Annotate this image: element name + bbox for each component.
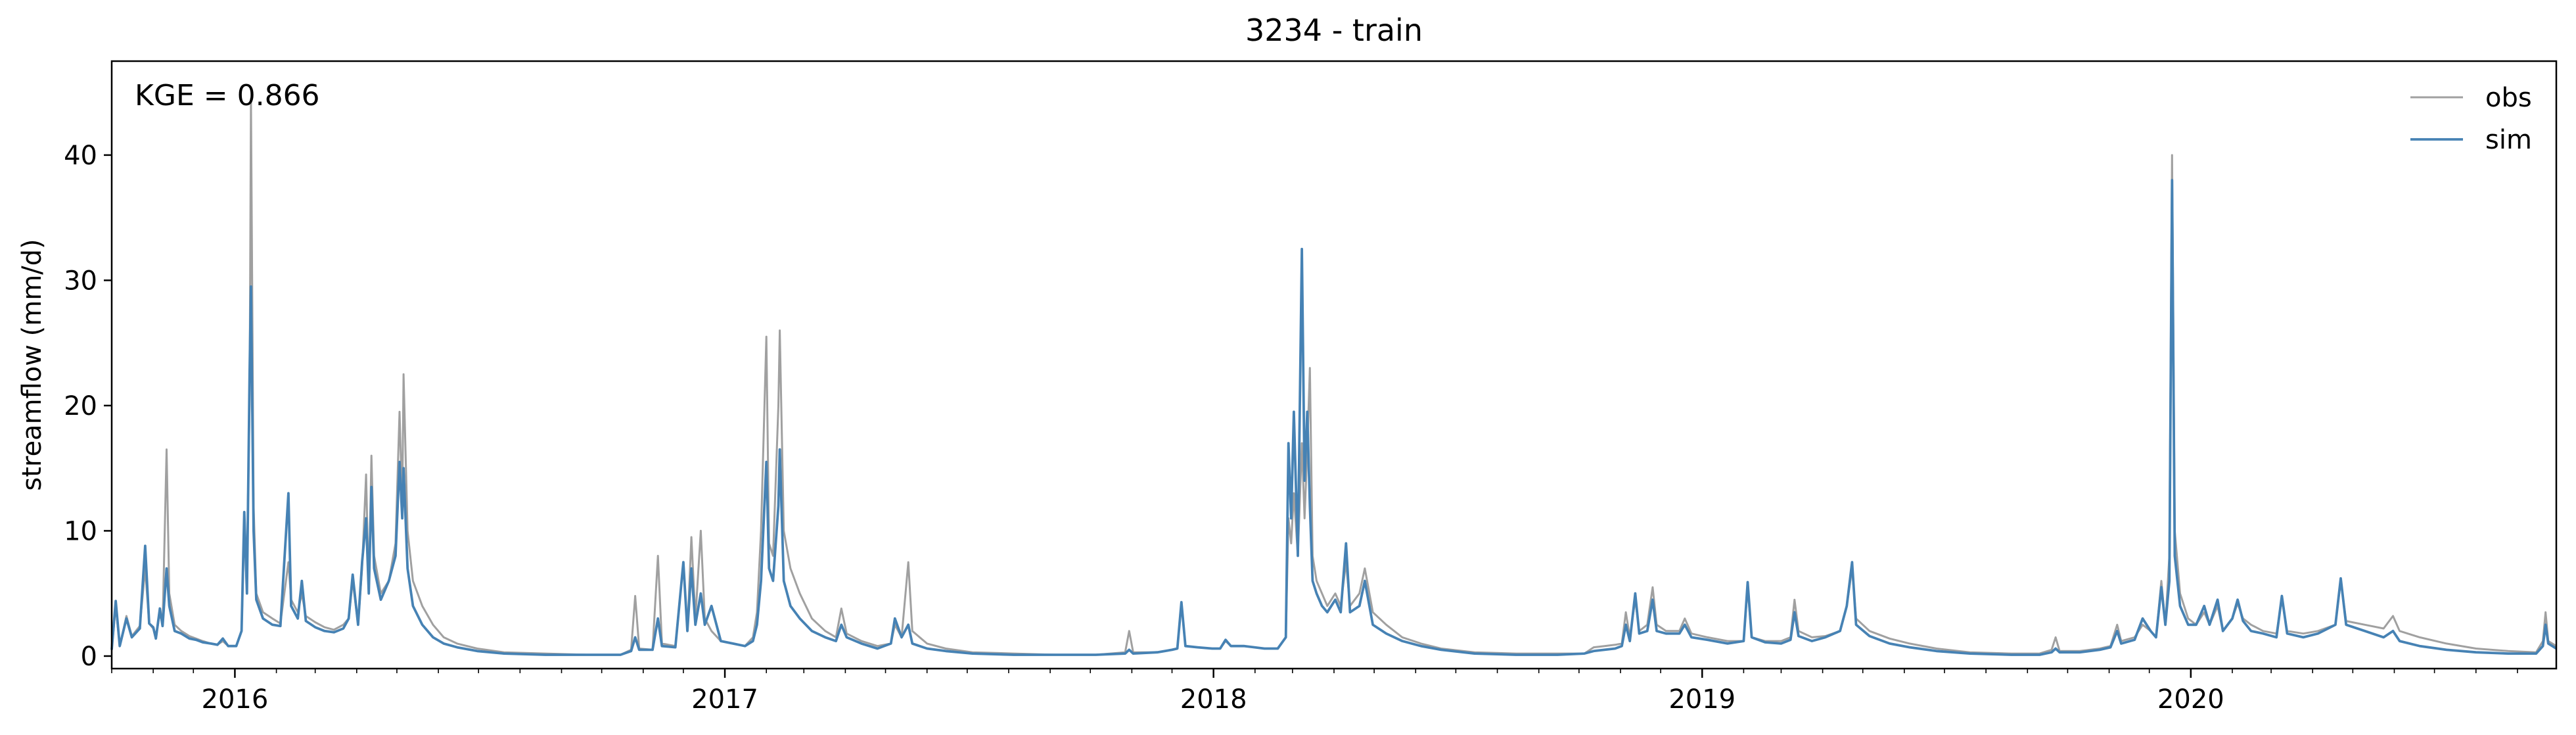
x-tick-label: 2016 bbox=[202, 684, 269, 715]
plot-frame bbox=[110, 60, 2558, 670]
kge-annotation: KGE = 0.866 bbox=[135, 79, 320, 112]
y-tick-label: 20 bbox=[64, 391, 97, 421]
legend-label-sim: sim bbox=[2485, 125, 2532, 155]
y-axis: 0 10 20 30 40 bbox=[64, 141, 112, 672]
x-tick-label: 2018 bbox=[1180, 684, 1247, 715]
series-layer bbox=[110, 97, 2558, 656]
y-axis-label: streamflow (mm/d) bbox=[17, 239, 47, 490]
legend-label-obs: obs bbox=[2485, 83, 2532, 113]
x-tick-label: 2020 bbox=[2157, 684, 2224, 715]
y-tick-label: 30 bbox=[64, 266, 97, 296]
x-axis: 2016 2017 2018 2019 2020 bbox=[111, 669, 2518, 715]
y-tick-label: 0 bbox=[81, 642, 97, 672]
series-line-sim bbox=[110, 179, 2558, 656]
x-tick-label: 2019 bbox=[1668, 684, 1736, 715]
chart-title: 3234 - train bbox=[1245, 12, 1423, 48]
y-tick-label: 10 bbox=[64, 516, 97, 546]
plot-area: 2016 2017 2018 2019 2020 0 10 20 30 40 bbox=[64, 60, 2558, 715]
x-tick-label: 2017 bbox=[691, 684, 758, 715]
legend: obs sim bbox=[2410, 83, 2532, 155]
y-tick-label: 40 bbox=[64, 141, 97, 171]
